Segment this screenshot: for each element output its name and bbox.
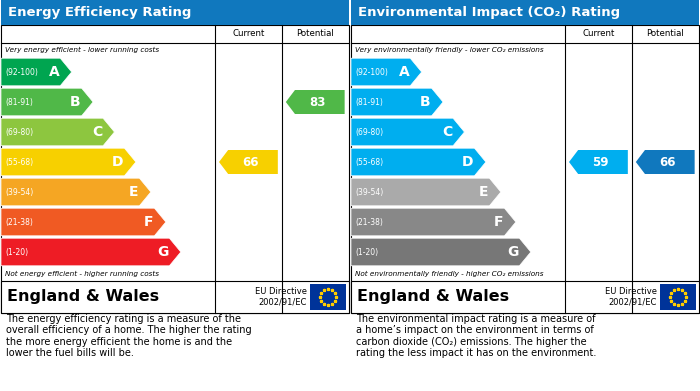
Text: (92-100): (92-100)	[355, 68, 388, 77]
Text: (1-20): (1-20)	[355, 248, 378, 256]
Polygon shape	[351, 178, 500, 206]
Text: A: A	[48, 65, 60, 79]
Polygon shape	[1, 118, 114, 146]
Text: The environmental impact rating is a measure of
a home’s impact on the environme: The environmental impact rating is a mea…	[356, 314, 596, 359]
Text: (55-68): (55-68)	[5, 158, 33, 167]
Bar	[351, 281, 699, 313]
Text: 59: 59	[592, 156, 609, 169]
Polygon shape	[351, 148, 486, 176]
Polygon shape	[1, 208, 166, 236]
Text: B: B	[420, 95, 430, 109]
Text: Current: Current	[232, 29, 265, 38]
Text: Not environmentally friendly - higher CO₂ emissions: Not environmentally friendly - higher CO…	[355, 271, 543, 277]
Text: G: G	[507, 245, 519, 259]
Text: (92-100): (92-100)	[5, 68, 38, 77]
Text: (39-54): (39-54)	[355, 188, 384, 197]
Bar	[1, 25, 349, 313]
Text: EU Directive
2002/91/EC: EU Directive 2002/91/EC	[605, 287, 657, 307]
Text: (81-91): (81-91)	[5, 97, 33, 106]
Polygon shape	[636, 150, 694, 174]
Text: (69-80): (69-80)	[355, 127, 383, 136]
Polygon shape	[219, 150, 278, 174]
Polygon shape	[351, 118, 464, 146]
Text: F: F	[144, 215, 153, 229]
Text: 83: 83	[309, 95, 326, 108]
Bar	[310, 284, 346, 310]
Text: 66: 66	[242, 156, 259, 169]
Polygon shape	[351, 238, 531, 266]
Text: England & Wales: England & Wales	[357, 289, 509, 305]
Polygon shape	[1, 148, 136, 176]
Text: D: D	[112, 155, 123, 169]
Text: F: F	[494, 215, 503, 229]
Text: (1-20): (1-20)	[5, 248, 28, 256]
Polygon shape	[286, 90, 344, 114]
Text: B: B	[70, 95, 80, 109]
Polygon shape	[1, 238, 181, 266]
Text: E: E	[129, 185, 139, 199]
Bar	[1, 281, 349, 313]
Polygon shape	[351, 208, 516, 236]
Text: Potential: Potential	[296, 29, 334, 38]
Polygon shape	[569, 150, 628, 174]
Text: C: C	[92, 125, 102, 139]
Text: E: E	[479, 185, 489, 199]
Text: EU Directive
2002/91/EC: EU Directive 2002/91/EC	[255, 287, 307, 307]
Bar	[660, 284, 696, 310]
Text: (21-38): (21-38)	[355, 217, 383, 226]
Bar	[351, 25, 699, 313]
Text: (69-80): (69-80)	[5, 127, 33, 136]
Text: D: D	[462, 155, 473, 169]
Text: (81-91): (81-91)	[355, 97, 383, 106]
Bar	[1, 0, 349, 25]
Text: G: G	[157, 245, 169, 259]
Text: Environmental Impact (CO₂) Rating: Environmental Impact (CO₂) Rating	[358, 6, 620, 19]
Bar	[351, 0, 699, 25]
Polygon shape	[1, 88, 93, 116]
Text: Not energy efficient - higher running costs: Not energy efficient - higher running co…	[5, 271, 159, 277]
Polygon shape	[1, 178, 150, 206]
Polygon shape	[1, 58, 71, 86]
Polygon shape	[351, 88, 443, 116]
Text: Very energy efficient - lower running costs: Very energy efficient - lower running co…	[5, 47, 159, 53]
Text: C: C	[442, 125, 452, 139]
Text: (39-54): (39-54)	[5, 188, 34, 197]
Text: Potential: Potential	[646, 29, 684, 38]
Text: The energy efficiency rating is a measure of the
overall efficiency of a home. T: The energy efficiency rating is a measur…	[6, 314, 251, 359]
Text: England & Wales: England & Wales	[7, 289, 159, 305]
Text: Energy Efficiency Rating: Energy Efficiency Rating	[8, 6, 191, 19]
Text: A: A	[398, 65, 409, 79]
Text: 66: 66	[659, 156, 676, 169]
Text: (21-38): (21-38)	[5, 217, 33, 226]
Text: (55-68): (55-68)	[355, 158, 383, 167]
Polygon shape	[351, 58, 421, 86]
Text: Very environmentally friendly - lower CO₂ emissions: Very environmentally friendly - lower CO…	[355, 47, 544, 53]
Text: Current: Current	[582, 29, 615, 38]
